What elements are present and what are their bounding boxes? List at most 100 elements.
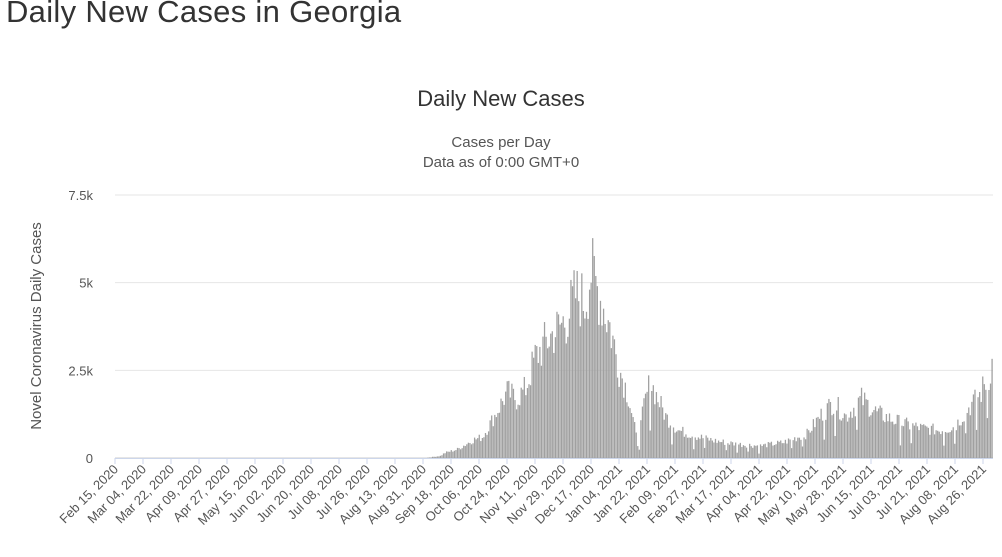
bar[interactable] bbox=[702, 438, 704, 458]
bar[interactable] bbox=[682, 426, 684, 458]
bar[interactable] bbox=[899, 445, 902, 458]
bar[interactable] bbox=[652, 385, 654, 458]
bar[interactable] bbox=[815, 417, 818, 458]
bar[interactable] bbox=[909, 429, 911, 458]
bar[interactable] bbox=[472, 443, 474, 458]
bar[interactable] bbox=[626, 402, 628, 458]
bar[interactable] bbox=[874, 406, 877, 458]
bar[interactable] bbox=[722, 439, 724, 458]
bar[interactable] bbox=[708, 440, 710, 458]
bar[interactable] bbox=[840, 420, 842, 458]
bar[interactable] bbox=[711, 440, 713, 458]
bar[interactable] bbox=[450, 450, 452, 458]
bar[interactable] bbox=[985, 389, 987, 458]
bar[interactable] bbox=[713, 442, 715, 458]
bar[interactable] bbox=[882, 420, 884, 458]
bar[interactable] bbox=[669, 425, 672, 458]
bar[interactable] bbox=[571, 286, 574, 458]
bar[interactable] bbox=[533, 357, 535, 458]
bar[interactable] bbox=[904, 419, 906, 458]
bar[interactable] bbox=[772, 445, 774, 458]
bar[interactable] bbox=[646, 391, 648, 458]
bar[interactable] bbox=[492, 426, 494, 458]
bar[interactable] bbox=[871, 412, 874, 458]
bar[interactable] bbox=[907, 421, 909, 458]
bar[interactable] bbox=[509, 397, 511, 458]
bar[interactable] bbox=[926, 426, 928, 458]
bar[interactable] bbox=[585, 311, 588, 458]
bar[interactable] bbox=[582, 311, 585, 458]
bar[interactable] bbox=[974, 389, 976, 458]
bar[interactable] bbox=[668, 427, 670, 458]
bar[interactable] bbox=[756, 445, 759, 458]
bar[interactable] bbox=[759, 444, 762, 458]
bar[interactable] bbox=[780, 440, 782, 458]
bar[interactable] bbox=[893, 424, 895, 458]
bar[interactable] bbox=[449, 451, 451, 458]
bar[interactable] bbox=[952, 427, 954, 458]
bar[interactable] bbox=[714, 438, 717, 458]
bar[interactable] bbox=[478, 434, 480, 458]
bar[interactable] bbox=[500, 398, 502, 458]
bar[interactable] bbox=[887, 421, 889, 458]
bar[interactable] bbox=[930, 425, 933, 458]
bar[interactable] bbox=[808, 430, 810, 458]
bar[interactable] bbox=[818, 418, 821, 458]
bar[interactable] bbox=[674, 432, 676, 458]
bar[interactable] bbox=[864, 392, 866, 458]
bar[interactable] bbox=[615, 354, 617, 458]
bar[interactable] bbox=[456, 447, 459, 458]
bar[interactable] bbox=[884, 422, 886, 458]
bar[interactable] bbox=[654, 404, 656, 458]
bar[interactable] bbox=[498, 412, 501, 458]
bar[interactable] bbox=[526, 388, 529, 458]
bar[interactable] bbox=[616, 377, 619, 458]
bar[interactable] bbox=[599, 300, 602, 458]
bar[interactable] bbox=[672, 427, 675, 458]
bar[interactable] bbox=[529, 385, 532, 458]
bar[interactable] bbox=[895, 423, 897, 458]
bar[interactable] bbox=[932, 423, 934, 458]
bar[interactable] bbox=[842, 418, 844, 458]
bar[interactable] bbox=[543, 322, 546, 458]
bar[interactable] bbox=[766, 447, 768, 458]
bar[interactable] bbox=[806, 428, 808, 458]
bar[interactable] bbox=[767, 442, 769, 458]
bar[interactable] bbox=[991, 358, 993, 458]
bar[interactable] bbox=[560, 322, 563, 458]
bar[interactable] bbox=[428, 457, 431, 458]
bar[interactable] bbox=[741, 446, 743, 458]
bar[interactable] bbox=[627, 406, 630, 458]
bar[interactable] bbox=[547, 348, 549, 458]
bar[interactable] bbox=[792, 440, 794, 458]
bar[interactable] bbox=[850, 411, 852, 458]
bar[interactable] bbox=[441, 455, 443, 458]
bar[interactable] bbox=[975, 429, 978, 458]
bar[interactable] bbox=[761, 445, 763, 458]
bar[interactable] bbox=[637, 446, 639, 458]
bar[interactable] bbox=[523, 376, 525, 458]
bar[interactable] bbox=[769, 442, 771, 458]
bar[interactable] bbox=[867, 399, 869, 458]
bar[interactable] bbox=[783, 443, 785, 458]
bar[interactable] bbox=[602, 308, 605, 458]
bar[interactable] bbox=[475, 439, 477, 458]
bar[interactable] bbox=[559, 324, 561, 458]
bar[interactable] bbox=[658, 407, 661, 458]
bar[interactable] bbox=[972, 394, 975, 458]
bar[interactable] bbox=[846, 421, 849, 458]
bar[interactable] bbox=[665, 413, 667, 458]
bar[interactable] bbox=[528, 384, 530, 458]
bar[interactable] bbox=[570, 279, 572, 458]
bar[interactable] bbox=[832, 413, 835, 458]
bar[interactable] bbox=[941, 431, 943, 458]
bar[interactable] bbox=[630, 413, 633, 458]
bar[interactable] bbox=[651, 390, 653, 458]
bar[interactable] bbox=[749, 443, 751, 458]
bar[interactable] bbox=[564, 327, 566, 458]
bar[interactable] bbox=[717, 440, 720, 458]
bar[interactable] bbox=[491, 415, 493, 458]
bar[interactable] bbox=[837, 397, 839, 458]
bar[interactable] bbox=[467, 442, 470, 458]
bar[interactable] bbox=[725, 450, 727, 458]
